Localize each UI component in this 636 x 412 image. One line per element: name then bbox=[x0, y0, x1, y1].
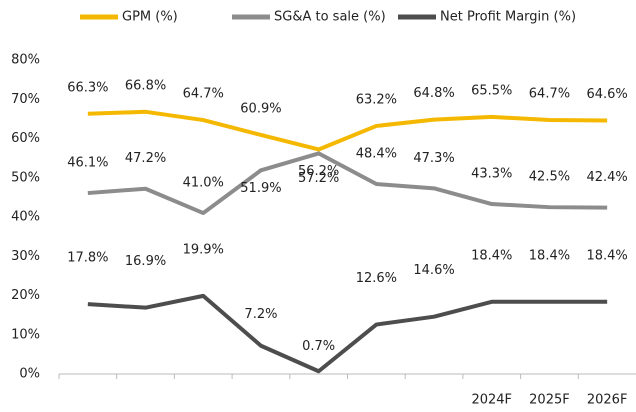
y-tick-label: 50% bbox=[11, 170, 40, 185]
data-label: 66.3% bbox=[67, 80, 108, 95]
legend-label: Net Profit Margin (%) bbox=[440, 10, 576, 25]
data-label: 12.6% bbox=[356, 271, 397, 286]
y-tick-label: 60% bbox=[11, 131, 40, 146]
data-label: 43.3% bbox=[471, 167, 512, 182]
data-label: 63.2% bbox=[356, 92, 397, 107]
x-tick-label: 2026F bbox=[587, 393, 628, 408]
data-label: 14.6% bbox=[413, 263, 454, 278]
data-label: 64.7% bbox=[529, 87, 570, 102]
data-label: 64.6% bbox=[586, 87, 627, 102]
data-label: 46.1% bbox=[67, 156, 108, 171]
y-tick-label: 80% bbox=[11, 53, 40, 68]
data-label: 41.0% bbox=[183, 176, 224, 191]
data-label: 0.7% bbox=[302, 339, 335, 354]
data-label: 19.9% bbox=[183, 242, 224, 257]
data-label: 18.4% bbox=[529, 248, 570, 263]
data-label: 16.9% bbox=[125, 254, 166, 269]
data-label: 47.3% bbox=[413, 151, 454, 166]
data-label: 7.2% bbox=[244, 307, 277, 322]
x-tick-label: 2025F bbox=[529, 393, 570, 408]
x-tick-label: 2024F bbox=[471, 393, 512, 408]
data-label: 42.5% bbox=[529, 170, 570, 185]
data-label: 65.5% bbox=[471, 83, 512, 98]
y-tick-label: 20% bbox=[11, 288, 40, 303]
y-tick-label: 0% bbox=[19, 367, 40, 382]
y-tick-label: 30% bbox=[11, 249, 40, 264]
data-label: 18.4% bbox=[471, 248, 512, 263]
data-label: 17.8% bbox=[67, 251, 108, 266]
legend-label: SG&A to sale (%) bbox=[274, 10, 386, 25]
legend-label: GPM (%) bbox=[122, 10, 178, 25]
data-label: 47.2% bbox=[125, 151, 166, 166]
data-label: 64.8% bbox=[413, 86, 454, 101]
data-label: 18.4% bbox=[586, 248, 627, 263]
data-label: 60.9% bbox=[240, 101, 281, 116]
y-tick-label: 40% bbox=[11, 210, 40, 225]
data-label: 66.8% bbox=[125, 78, 166, 93]
data-label: 57.2% bbox=[298, 171, 339, 186]
y-tick-label: 10% bbox=[11, 327, 40, 342]
data-label: 42.4% bbox=[586, 170, 627, 185]
data-label: 48.4% bbox=[356, 147, 397, 162]
data-label: 64.7% bbox=[183, 87, 224, 102]
series-line bbox=[87, 151, 608, 216]
series-line bbox=[87, 293, 608, 374]
series-line bbox=[87, 109, 608, 152]
data-label: 56.2% bbox=[298, 164, 339, 179]
y-tick-label: 70% bbox=[11, 92, 40, 107]
data-label: 51.9% bbox=[240, 181, 281, 196]
